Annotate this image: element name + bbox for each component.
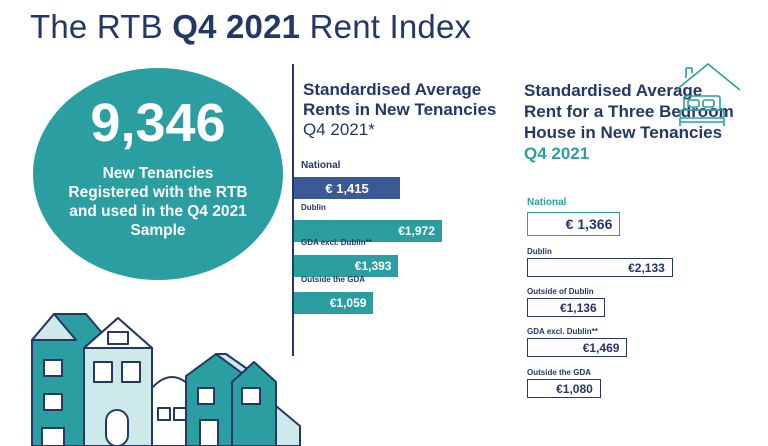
three-bed-bar: € 1,366: [527, 212, 621, 236]
rents-bar-label: GDA excl. Dublin**: [301, 238, 372, 247]
three-bed-chart-title-text: Standardised Average Rent for a Three Be…: [524, 81, 734, 142]
tenancies-description: New Tenancies Registered with the RTB an…: [68, 165, 248, 239]
three-bed-chart-subtitle: Q4 2021: [524, 144, 590, 163]
houses-illustration: [31, 313, 301, 446]
title-quarter: Q4 2021: [172, 8, 301, 45]
rents-bar: € 1,415: [294, 177, 401, 199]
rents-bar: €1,972: [294, 220, 442, 242]
rents-chart-title: Standardised Average Rents in New Tenanc…: [303, 80, 503, 140]
three-bed-bar: €1,136: [527, 298, 605, 317]
page-title: The RTB Q4 2021 Rent Index: [30, 8, 471, 46]
three-bed-bar-label: GDA excl. Dublin**: [527, 327, 598, 336]
title-suffix: Rent Index: [309, 8, 472, 45]
three-bed-bar-label: Dublin: [527, 247, 552, 256]
rents-bar-label: Dublin: [301, 203, 326, 212]
three-bed-bar-label: National: [527, 197, 567, 208]
section-divider: [292, 64, 294, 356]
three-bed-bar: €2,133: [527, 258, 673, 277]
tenancies-count: 9,346: [90, 93, 226, 153]
title-prefix: The RTB: [30, 8, 163, 45]
rents-bar: €1,059: [294, 292, 374, 314]
house-bed-icon: [675, 63, 741, 126]
three-bed-chart-title: Standardised Average Rent for a Three Be…: [524, 80, 744, 164]
rents-chart-subtitle: Q4 2021*: [303, 120, 375, 139]
rents-bar-label: National: [301, 160, 341, 171]
tenancies-circle: 9,346 New Tenancies Registered with the …: [33, 68, 283, 280]
three-bed-bar-label: Outside of Dublin: [527, 287, 594, 296]
rents-chart-title-text: Standardised Average Rents in New Tenanc…: [303, 80, 497, 119]
rents-bar-label: Outside the GDA: [301, 275, 366, 284]
three-bed-bar: €1,080: [527, 379, 601, 398]
rents-bar: €1,393: [294, 255, 399, 277]
three-bed-bar-label: Outside the GDA: [527, 368, 592, 377]
three-bed-bar: €1,469: [527, 338, 628, 357]
